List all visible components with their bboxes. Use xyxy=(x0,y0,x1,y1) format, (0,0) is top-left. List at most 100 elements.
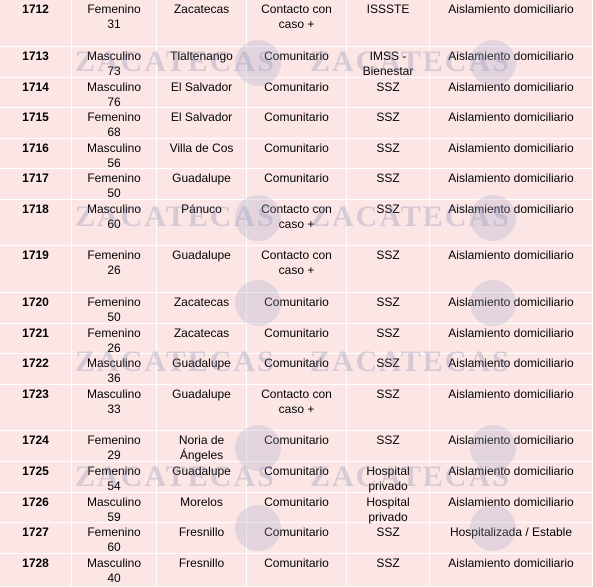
cell-text: SSZ xyxy=(376,295,400,309)
table-cell: SSZ xyxy=(347,523,430,553)
cell-text: Aislamiento domiciliario xyxy=(448,248,574,262)
table-cell: SSZ xyxy=(347,246,430,292)
cell-text: Comunitario xyxy=(264,110,329,124)
cell-text: Contacto con caso + xyxy=(261,202,332,231)
case-id: 1712 xyxy=(0,0,72,46)
table-cell: Aislamiento domiciliario xyxy=(430,47,593,77)
cell-text: SSZ xyxy=(376,248,400,262)
table-cell: Femenino 60 xyxy=(72,523,157,554)
table-cell: SSZ xyxy=(347,324,430,353)
cell-text: Aislamiento domiciliario xyxy=(448,464,574,478)
table-cell: Aislamiento domiciliario xyxy=(430,385,593,430)
table-cell: Morelos xyxy=(157,493,247,522)
cell-text: Zacatecas xyxy=(173,2,230,16)
case-id: 1726 xyxy=(0,493,72,522)
cell-text: Hospital privado xyxy=(366,464,410,493)
table-cell: SSZ xyxy=(347,108,430,138)
table-row: 1722 Masculino 36 Guadalupe Comunitario SSZ Ai… xyxy=(0,354,593,385)
table-cell: Femenino 29 xyxy=(72,431,157,462)
cell-text: SSZ xyxy=(376,110,400,124)
table-cell: Comunitario xyxy=(247,293,347,323)
cell-text: SSZ xyxy=(376,202,400,216)
table-cell: Aislamiento domiciliario xyxy=(430,554,593,586)
table-cell: Comunitario xyxy=(247,431,347,461)
case-id: 1728 xyxy=(0,554,72,586)
cell-text: 1726 xyxy=(22,495,49,509)
table-cell: SSZ xyxy=(347,169,430,199)
cell-text: Masculino xyxy=(86,49,142,63)
cell-text: 29 xyxy=(107,448,121,462)
cell-text: 56 xyxy=(107,156,121,170)
cell-text: 60 xyxy=(107,217,121,231)
cell-text: 26 xyxy=(107,341,121,355)
cell-text: 50 xyxy=(107,186,121,200)
cell-text: Contacto con caso + xyxy=(261,2,332,31)
cell-text: 1718 xyxy=(22,202,49,216)
cell-text: ISSSTE xyxy=(366,2,410,16)
table-cell: Contacto con caso + xyxy=(247,246,347,292)
table-row: 1713 Masculino 73 Tlaltenango Comunitario IMS… xyxy=(0,47,593,78)
cell-text: 68 xyxy=(107,125,121,139)
cell-text: Guadalupe xyxy=(172,464,231,478)
table-cell: Guadalupe xyxy=(157,354,247,384)
cell-text: 31 xyxy=(107,17,121,31)
cell-text: Guadalupe xyxy=(172,387,231,401)
table-cell: SSZ xyxy=(347,554,430,586)
cell-text: Contacto con caso + xyxy=(261,248,332,277)
table-cell: Comunitario xyxy=(247,523,347,553)
cell-text: Femenino xyxy=(87,110,141,124)
cell-text: 1721 xyxy=(22,326,49,340)
cell-text: Masculino xyxy=(86,202,142,216)
table-cell: Hospital privado xyxy=(347,462,430,493)
cell-text: 1719 xyxy=(22,248,49,262)
table-cell: Masculino 59 xyxy=(72,493,157,524)
table-cell: Zacatecas xyxy=(157,0,247,46)
cell-text: Aislamiento domiciliario xyxy=(448,49,574,63)
cell-text: Comunitario xyxy=(264,326,329,340)
cell-text: Guadalupe xyxy=(172,248,231,262)
cell-text: El Salvador xyxy=(170,110,233,124)
cell-text: SSZ xyxy=(376,141,400,155)
table-cell: Femenino 54 xyxy=(72,462,157,493)
cell-text: SSZ xyxy=(376,556,400,570)
table-cell: Comunitario xyxy=(247,493,347,522)
cell-text: Contacto con caso + xyxy=(261,387,332,416)
cell-text: 1727 xyxy=(22,525,49,539)
cell-text: 1728 xyxy=(22,556,49,570)
table-cell: Comunitario xyxy=(247,47,347,77)
table-cell: Masculino 76 xyxy=(72,78,157,109)
case-id: 1723 xyxy=(0,385,72,430)
table-cell: Contacto con caso + xyxy=(247,0,347,46)
table-row: 1718 Masculino 60 Pánuco Contacto con caso +… xyxy=(0,200,593,246)
table-cell: Guadalupe xyxy=(157,169,247,199)
table-cell: Fresnillo xyxy=(157,554,247,586)
case-id: 1714 xyxy=(0,78,72,107)
cell-text: 1723 xyxy=(22,387,49,401)
table-cell: Aislamiento domiciliario xyxy=(430,324,593,353)
table-cell: Aislamiento domiciliario xyxy=(430,108,593,138)
cell-text: 36 xyxy=(107,371,121,385)
table-cell: Aislamiento domiciliario xyxy=(430,169,593,199)
table-cell: Aislamiento domiciliario xyxy=(430,293,593,323)
cell-text: IMSS - Bienestar xyxy=(362,49,414,78)
cell-text: Tlaltenango xyxy=(170,49,233,63)
table-row: 1712 Femenino 31 Zacatecas Contacto con caso… xyxy=(0,0,593,47)
table-row: 1723 Masculino 33 Guadalupe Contacto con cas… xyxy=(0,385,593,431)
cell-text: Guadalupe xyxy=(172,171,231,185)
table-cell: Masculino 40 xyxy=(72,554,157,586)
case-id: 1715 xyxy=(0,108,72,138)
cell-text: 73 xyxy=(107,64,121,78)
cell-text: Morelos xyxy=(180,495,223,509)
table-cell: Masculino 56 xyxy=(72,139,157,170)
cell-text: Aislamiento domiciliario xyxy=(448,2,574,16)
cell-text: Comunitario xyxy=(264,495,329,509)
table-cell: Comunitario xyxy=(247,354,347,384)
table-cell: Hospitalizada / Estable xyxy=(430,523,593,553)
table-cell: El Salvador xyxy=(157,108,247,138)
table-cell: SSZ xyxy=(347,431,430,461)
table-cell: Femenino 50 xyxy=(72,293,157,324)
case-id: 1719 xyxy=(0,246,72,292)
table-cell: Femenino 26 xyxy=(72,324,157,355)
case-id: 1713 xyxy=(0,47,72,77)
table-cell: SSZ xyxy=(347,200,430,245)
